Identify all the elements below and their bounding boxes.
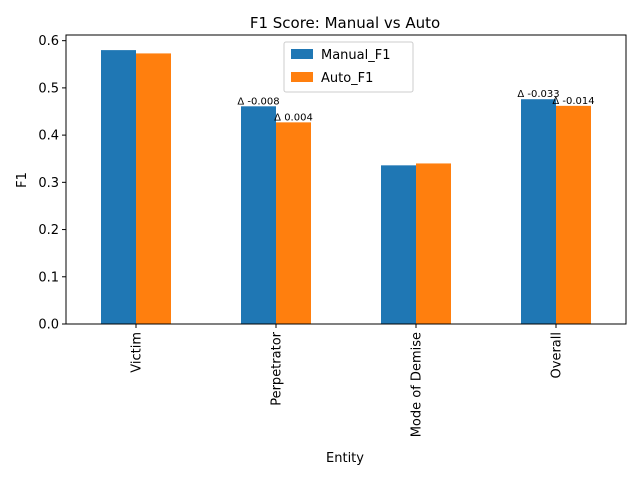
x-tick-label: Victim	[130, 332, 145, 373]
y-tick-label: 0.0	[38, 318, 59, 333]
delta-annotation: Δ -0.008	[237, 96, 279, 107]
delta-annotation: Δ 0.004	[274, 112, 313, 123]
y-tick-label: 0.3	[38, 176, 59, 191]
chart-title: F1 Score: Manual vs Auto	[250, 14, 440, 32]
bar-manual-f1-overall	[521, 99, 556, 324]
y-tick-label: 0.2	[38, 223, 59, 238]
x-tick-label: Mode of Demise	[410, 332, 425, 437]
legend-swatch-manual	[291, 49, 313, 59]
legend-frame	[283, 41, 414, 93]
bar-auto-f1-victim	[136, 53, 171, 325]
bars-group	[101, 50, 591, 325]
legend: Manual_F1 Auto_F1	[283, 41, 414, 93]
delta-annotation: Δ -0.033	[517, 89, 559, 100]
legend-label-auto: Auto_F1	[321, 71, 373, 86]
bar-auto-f1-perpetrator	[276, 122, 311, 324]
y-tick-label: 0.6	[38, 34, 59, 49]
bar-manual-f1-victim	[101, 50, 136, 324]
bar-manual-f1-mode-of-demise	[381, 165, 416, 324]
legend-swatch-auto	[291, 72, 313, 82]
bar-auto-f1-overall	[556, 105, 591, 324]
legend-label-manual: Manual_F1	[321, 48, 391, 63]
delta-annotation: Δ -0.014	[552, 96, 594, 107]
y-tick-label: 0.5	[38, 81, 59, 96]
y-axis-title: F1	[15, 172, 30, 188]
y-axis: 0.0 0.1 0.2 0.3 0.4 0.5 0.6	[38, 34, 66, 333]
x-tick-label: Overall	[550, 332, 565, 378]
x-tick-label: Perpetrator	[270, 331, 285, 405]
x-axis-title: Entity	[326, 451, 364, 466]
bar-manual-f1-perpetrator	[241, 106, 276, 324]
bar-auto-f1-mode-of-demise	[416, 163, 451, 324]
x-axis: Victim Perpetrator Mode of Demise Overall	[130, 324, 565, 437]
y-tick-label: 0.4	[38, 129, 59, 144]
plot-frame	[65, 34, 627, 325]
y-tick-label: 0.1	[38, 270, 59, 285]
